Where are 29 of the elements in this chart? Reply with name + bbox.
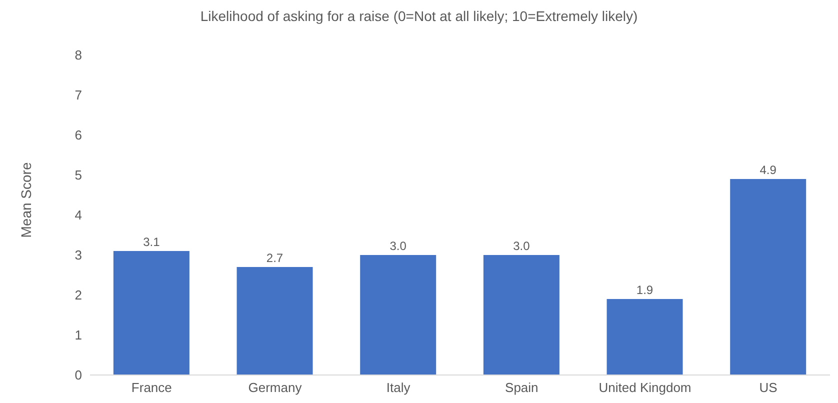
data-label: 3.0 xyxy=(390,239,407,253)
x-tick-label: Italy xyxy=(386,380,411,396)
y-tick-label: 0 xyxy=(74,368,82,383)
x-tick-label: US xyxy=(759,380,778,396)
x-tick-label: Spain xyxy=(505,380,538,396)
chart-title: Likelihood of asking for a raise (0=Not at all likely; 10=Extremely likely) xyxy=(199,8,639,24)
y-tick-label: 3 xyxy=(74,248,82,263)
y-axis-title: Mean Score xyxy=(18,162,34,238)
data-label: 3.1 xyxy=(143,235,160,249)
bar xyxy=(236,267,313,375)
y-tick-label: 8 xyxy=(74,48,82,63)
x-tick-label: Germany xyxy=(248,380,302,396)
data-label: 3.0 xyxy=(513,239,530,253)
bar xyxy=(730,179,806,375)
x-tick-label: United Kingdom xyxy=(598,380,692,396)
y-tick-label: 6 xyxy=(74,128,82,143)
bar xyxy=(360,255,436,375)
y-tick-label: 1 xyxy=(74,328,82,343)
data-label: 1.9 xyxy=(636,283,654,297)
bar xyxy=(483,255,560,375)
data-label: 2.7 xyxy=(266,251,284,265)
data-label: 4.9 xyxy=(760,163,777,177)
x-tick-label: France xyxy=(131,380,172,396)
y-tick-label: 4 xyxy=(74,208,82,223)
y-tick-label: 2 xyxy=(74,288,82,303)
bar xyxy=(113,251,190,375)
y-tick-label: 5 xyxy=(74,168,82,183)
bar xyxy=(606,299,683,375)
y-tick-label: 7 xyxy=(74,88,82,103)
